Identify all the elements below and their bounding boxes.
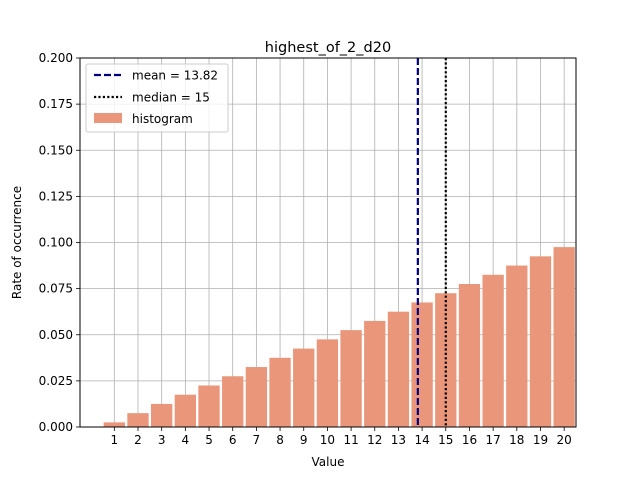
legend: mean = 13.82 median = 15 histogram <box>85 63 229 133</box>
bar-6 <box>222 376 244 427</box>
y-tick-label: 0.075 <box>39 282 73 296</box>
x-tick-label: 13 <box>391 433 406 447</box>
y-tick-label: 0.200 <box>39 51 73 65</box>
bar-18 <box>506 265 528 427</box>
x-tick-label: 8 <box>276 433 284 447</box>
x-tick-label: 5 <box>205 433 213 447</box>
x-tick-label: 14 <box>414 433 429 447</box>
x-tick-label: 3 <box>158 433 166 447</box>
x-tick-label: 7 <box>253 433 261 447</box>
bar-12 <box>364 320 386 427</box>
x-tick-label: 18 <box>509 433 524 447</box>
bar-4 <box>174 394 197 427</box>
bar-19 <box>529 256 552 427</box>
x-tick-label: 17 <box>485 433 500 447</box>
bars <box>103 247 575 427</box>
x-tick-label: 19 <box>533 433 548 447</box>
x-tick-label: 9 <box>300 433 308 447</box>
x-tick-label: 1 <box>111 433 119 447</box>
bar-7 <box>245 367 268 427</box>
legend-histogram-swatch <box>94 113 122 123</box>
y-axis: 0.000 0.025 0.050 0.075 0.100 0.125 0.150 0.175… <box>39 51 80 434</box>
x-tick-label: 10 <box>320 433 335 447</box>
x-tick-label: 20 <box>557 433 572 447</box>
chart-title: highest_of_2_d20 <box>265 40 391 56</box>
y-tick-label: 0.150 <box>39 143 73 157</box>
legend-median-label: median = 15 <box>132 91 210 105</box>
y-tick-label: 0.175 <box>39 97 73 111</box>
y-tick-label: 0.050 <box>39 328 73 342</box>
y-tick-label: 0.025 <box>39 374 73 388</box>
x-tick-label: 16 <box>462 433 477 447</box>
bar-1 <box>103 422 125 427</box>
bar-3 <box>151 403 173 427</box>
y-tick-label: 0.100 <box>39 236 73 250</box>
bar-2 <box>127 413 149 427</box>
y-axis-label: Rate of occurrence <box>10 186 24 299</box>
x-tick-label: 4 <box>182 433 190 447</box>
bar-8 <box>269 357 291 427</box>
x-tick-label: 6 <box>229 433 237 447</box>
x-axis: 1 2 3 4 5 6 7 8 9 10 11 12 13 14 15 16 17 18 19 20 <box>111 427 572 447</box>
y-tick-label: 0.000 <box>39 420 73 434</box>
bar-5 <box>198 385 220 427</box>
bar-20 <box>553 247 575 427</box>
bar-17 <box>482 274 504 427</box>
legend-histogram-label: histogram <box>132 112 193 126</box>
y-tick-label: 0.125 <box>39 189 73 203</box>
bar-11 <box>340 330 362 427</box>
bar-13 <box>387 311 410 427</box>
legend-mean-label: mean = 13.82 <box>132 69 218 83</box>
x-tick-label: 12 <box>367 433 382 447</box>
bar-10 <box>316 339 339 427</box>
bar-14 <box>411 302 433 427</box>
bar-15 <box>435 293 457 427</box>
x-axis-label: Value <box>312 455 345 469</box>
x-tick-label: 2 <box>134 433 142 447</box>
bar-9 <box>293 348 315 427</box>
x-tick-label: 15 <box>438 433 453 447</box>
bar-16 <box>458 284 481 427</box>
stat-lines <box>416 58 447 427</box>
x-tick-label: 11 <box>343 433 358 447</box>
